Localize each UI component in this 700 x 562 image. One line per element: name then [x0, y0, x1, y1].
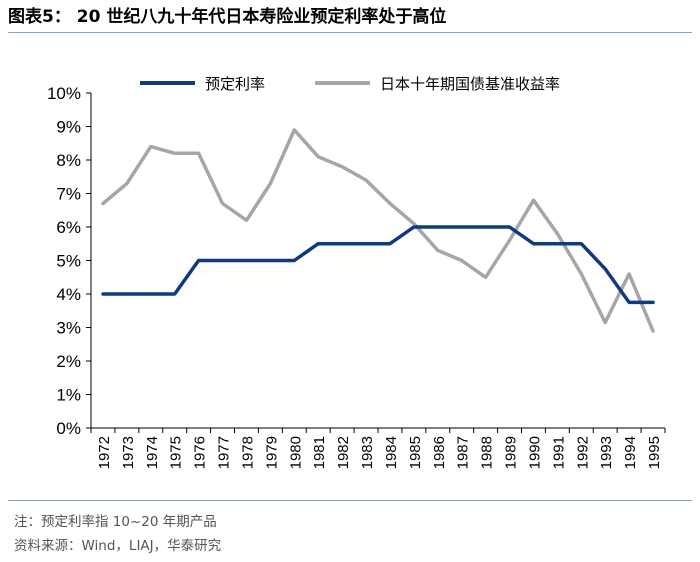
x-tick-label: 1989 — [503, 436, 520, 469]
x-tick-label: 1995 — [646, 436, 663, 469]
chart-legend: 预定利率 日本十年期国债基准收益率 — [140, 75, 560, 93]
y-tick-label: 10% — [47, 84, 81, 103]
x-tick-label: 1972 — [96, 436, 113, 469]
x-tick-label: 1980 — [287, 436, 304, 469]
x-tick-label: 1982 — [335, 436, 352, 469]
y-tick-label: 1% — [56, 386, 81, 405]
chart-source: 资料来源：Wind，LIAJ，华泰研究 — [14, 538, 222, 554]
line-chart: 预定利率 日本十年期国债基准收益率 0% 1% 2% 3% 4% 5% 6% 7% 8% 9% 10%… — [47, 75, 666, 469]
x-tick-label: 1975 — [168, 436, 185, 469]
y-tick-label: 5% — [56, 252, 81, 271]
y-axis: 0% 1% 2% 3% 4% 5% 6% 7% 8% 9% 10% — [47, 84, 92, 438]
series-group — [101, 128, 655, 333]
x-axis: 1972 1973 1974 1975 1976 1977 1978 1979 1980 1981… — [90, 427, 666, 469]
y-tick-label: 0% — [56, 419, 81, 438]
y-tick-label: 9% — [56, 118, 81, 137]
x-tick-label: 1992 — [574, 436, 591, 469]
x-tick-label: 1987 — [455, 436, 472, 469]
series-line-1 — [101, 128, 655, 333]
x-tick-label: 1981 — [311, 436, 328, 469]
x-tick-label: 1985 — [407, 436, 424, 469]
x-tick-label: 1973 — [120, 436, 137, 469]
x-tick-label: 1974 — [144, 436, 161, 469]
legend-label-1: 日本十年期国债基准收益率 — [380, 75, 560, 93]
x-tick-label: 1984 — [383, 436, 400, 469]
y-tick-label: 4% — [56, 285, 81, 304]
y-tick-label: 7% — [56, 185, 81, 204]
footer-divider — [8, 500, 692, 501]
x-tick-label: 1976 — [192, 436, 209, 469]
y-tick-label: 8% — [56, 151, 81, 170]
x-tick-label: 1990 — [526, 436, 543, 469]
x-tick-label: 1994 — [622, 436, 639, 469]
y-tick-label: 3% — [56, 319, 81, 338]
y-tick-label: 2% — [56, 352, 81, 371]
x-tick-label: 1977 — [216, 436, 233, 469]
y-tick-label: 6% — [56, 218, 81, 237]
x-tick-label: 1983 — [359, 436, 376, 469]
series-line-0 — [101, 225, 655, 305]
chart-note: 注：预定利率指 10~20 年期产品 — [14, 514, 217, 530]
x-tick-label: 1986 — [431, 436, 448, 469]
x-tick-label: 1979 — [263, 436, 280, 469]
x-tick-label: 1988 — [479, 436, 496, 469]
x-tick-label: 1991 — [550, 436, 567, 469]
legend-label-0: 预定利率 — [205, 75, 265, 93]
figure-title: 图表5： 20 世纪八九十年代日本寿险业预定利率处于高位 — [8, 7, 447, 27]
x-tick-label: 1978 — [239, 436, 256, 469]
title-divider — [8, 32, 692, 33]
x-tick-label: 1993 — [598, 436, 615, 469]
